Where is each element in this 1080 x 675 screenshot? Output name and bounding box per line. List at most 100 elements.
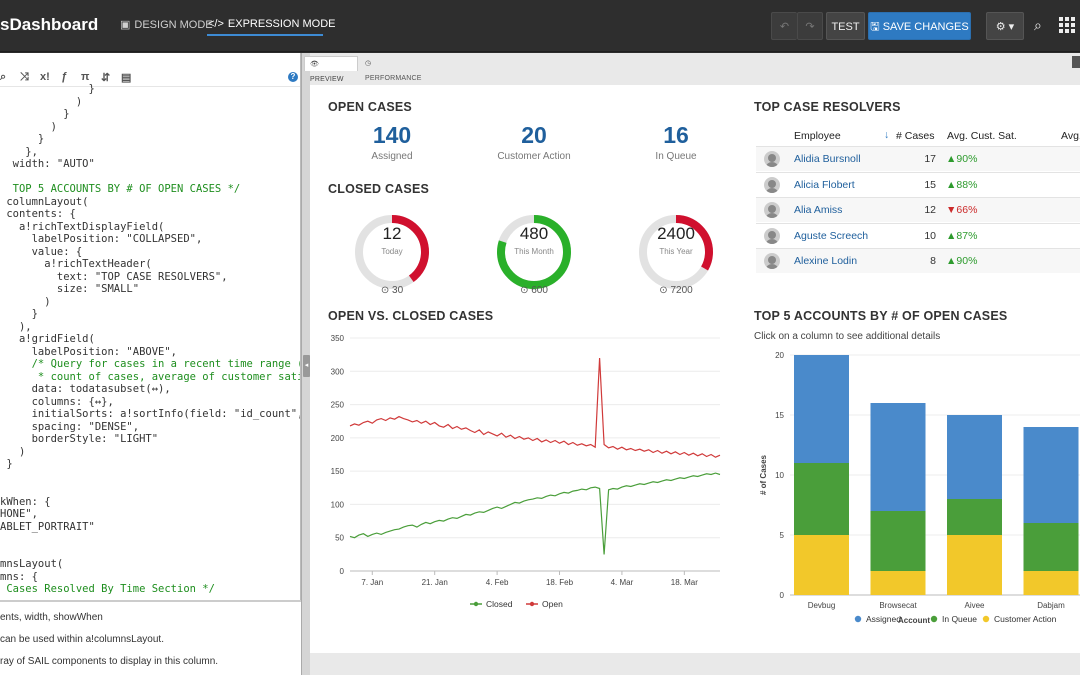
design-mode-tab[interactable]: ▣ DESIGN MODE	[120, 18, 213, 31]
bar-segment[interactable]	[870, 511, 926, 571]
col-avg[interactable]: Avg.	[1061, 130, 1080, 142]
code-line[interactable]: }	[0, 458, 13, 470]
code-line[interactable]: kWhen: {	[0, 495, 51, 508]
employee-name-link[interactable]: Alicia Flobert	[794, 178, 855, 191]
bar-segment[interactable]	[947, 499, 1002, 535]
code-line[interactable]: width: "AUTO"	[0, 158, 95, 170]
table-row[interactable]: Aguste Screech 10 ▲87%	[756, 222, 1080, 248]
kpi-in-queue-value[interactable]: 16	[663, 122, 689, 148]
col-cases[interactable]: # Cases	[896, 130, 935, 142]
code-line[interactable]: labelPosition: "COLLAPSED",	[0, 233, 203, 245]
employee-name-link[interactable]: Alia Amiss	[794, 204, 843, 216]
expression-editor[interactable]: ⌕ ⤨ x! ƒ π ⇵ ▤ ? } ) } ) } }, width: "AU…	[0, 53, 301, 600]
sort-desc-icon[interactable]: ↓	[884, 129, 890, 141]
employee-satisfaction: ▼66%	[946, 204, 977, 216]
resolvers-title: TOP CASE RESOLVERS	[754, 100, 901, 114]
code-line[interactable]: value: {	[0, 245, 83, 258]
y-tick-label: 0	[780, 591, 785, 600]
bar-segment[interactable]	[947, 415, 1002, 499]
code-line[interactable]: }	[0, 83, 95, 95]
redo-button[interactable]: ↷	[797, 12, 823, 40]
employee-name-link[interactable]: Alidia Bursnoll	[794, 153, 861, 165]
code-line[interactable]: mns: {	[0, 570, 38, 583]
bar-segment[interactable]	[794, 355, 849, 463]
test-button[interactable]: TEST	[826, 12, 865, 40]
pane-corner-icon[interactable]	[1072, 56, 1080, 68]
tab-performance[interactable]: ◷ PERFORMANCE	[360, 56, 430, 82]
legend-marker	[854, 615, 862, 623]
code-line[interactable]: Cases Resolved By Time Section */	[0, 583, 215, 595]
table-row[interactable]: Alia Amiss 12 ▼66%	[756, 197, 1080, 222]
save-changes-button[interactable]: 🖫 SAVE CHANGES	[868, 12, 971, 40]
help-icon[interactable]: ?	[288, 72, 298, 82]
search-icon[interactable]: ⌕	[0, 71, 7, 83]
undo-button[interactable]: ↶	[771, 12, 797, 40]
table-row[interactable]: Alexine Lodin 8 ▲90%	[756, 248, 1080, 273]
code-line[interactable]: }	[0, 108, 70, 120]
search-globe-icon[interactable]: ⌕	[1034, 17, 1042, 33]
code-line[interactable]: text: "TOP CASE RESOLVERS",	[0, 270, 228, 283]
code-line[interactable]: }	[0, 133, 45, 145]
series-line-open	[349, 357, 721, 458]
table-row[interactable]: Alicia Flobert 15 ▲88%	[756, 171, 1080, 197]
bar-segment[interactable]	[1023, 427, 1079, 523]
code-line[interactable]: )	[0, 445, 26, 458]
bar-chart[interactable]: 0 5 10 15 20 # of Cases Devbug Browsecat Aivee Da…	[754, 347, 1080, 637]
code-line[interactable]: labelPosition: "ABOVE",	[0, 345, 178, 358]
code-line[interactable]: initialSorts: a!sortInfo(field: "id_coun…	[0, 408, 301, 420]
code-line[interactable]: a!richTextDisplayField(	[0, 220, 165, 233]
col-sat[interactable]: Avg. Cust. Sat.	[947, 130, 1017, 142]
code-line[interactable]: mnsLayout(	[0, 558, 64, 570]
kpi-assigned-value[interactable]: 140	[372, 122, 412, 148]
code-line[interactable]: contents: {	[0, 208, 76, 220]
code-line[interactable]: },	[0, 145, 38, 158]
code-line[interactable]: a!richTextHeader(	[0, 258, 152, 270]
employee-name-link[interactable]: Aguste Screech	[794, 229, 869, 242]
code-line[interactable]: TOP 5 ACCOUNTS BY # OF OPEN CASES */	[0, 183, 241, 195]
bar-segment[interactable]	[794, 463, 849, 535]
bar-segment[interactable]	[870, 403, 926, 511]
x-icon[interactable]: x!	[40, 71, 50, 83]
legend-label: Closed	[486, 599, 513, 609]
pi-icon[interactable]: π	[81, 71, 90, 83]
code-line[interactable]: columnLayout(	[0, 195, 89, 208]
line-chart[interactable]: 0 50 100 150 200 250 300 350 7. Jan 21. Jan 4. Feb…	[310, 329, 730, 619]
fx-icon[interactable]: ƒ	[61, 71, 68, 83]
code-line[interactable]: size: "SMALL"	[0, 283, 140, 295]
col-employee[interactable]: Employee	[794, 130, 841, 142]
settings-button[interactable]: ⚙ ▾	[986, 12, 1024, 40]
bar-segment[interactable]	[1023, 523, 1079, 571]
list-icon[interactable]: ⇵	[101, 72, 111, 84]
apps-grid-icon[interactable]	[1059, 17, 1075, 33]
code-line[interactable]: )	[0, 95, 83, 108]
panel-splitter[interactable]: ◂	[301, 53, 310, 675]
code-line[interactable]: a!gridField(	[0, 333, 95, 345]
document-icon[interactable]: ▤	[121, 72, 132, 84]
code-line[interactable]: }	[0, 308, 38, 320]
tab-preview[interactable]: 👁 PREVIEW	[304, 56, 358, 83]
collapse-handle[interactable]: ◂	[303, 355, 310, 377]
table-row[interactable]: Alidia Bursnoll 17 ▲90%	[756, 146, 1080, 171]
code-line[interactable]: columns: {↔},	[0, 395, 114, 408]
bar-segment[interactable]	[947, 535, 1002, 595]
design-mode-label: DESIGN MODE	[134, 19, 213, 31]
employee-cases: 10	[924, 229, 936, 242]
code-line[interactable]: * count of cases, average of customer sa…	[0, 370, 301, 383]
code-line[interactable]: )	[0, 120, 57, 133]
code-line[interactable]: ABLET_PORTRAIT"	[0, 520, 95, 533]
code-line[interactable]: borderStyle: "LIGHT"	[0, 433, 159, 445]
shuffle-icon[interactable]: ⤨	[20, 71, 29, 83]
code-line[interactable]: data: todatasubset(↔),	[0, 383, 171, 395]
expression-mode-tab[interactable]: </> EXPRESSION MODE	[208, 18, 335, 30]
kpi-customer-action-value[interactable]: 20	[521, 122, 547, 148]
code-line[interactable]: /* Query for cases in a recent time rang…	[0, 358, 301, 370]
employee-name-link[interactable]: Alexine Lodin	[794, 255, 858, 267]
bar-segment[interactable]	[870, 571, 926, 595]
code-line[interactable]: )	[0, 295, 51, 308]
bar-segment[interactable]	[794, 535, 849, 595]
code-line[interactable]: spacing: "DENSE",	[0, 420, 140, 433]
code-line[interactable]: ),	[0, 320, 32, 333]
code-line[interactable]: HONE",	[0, 508, 38, 520]
employee-satisfaction: ▲90%	[946, 153, 977, 165]
bar-segment[interactable]	[1023, 571, 1079, 595]
